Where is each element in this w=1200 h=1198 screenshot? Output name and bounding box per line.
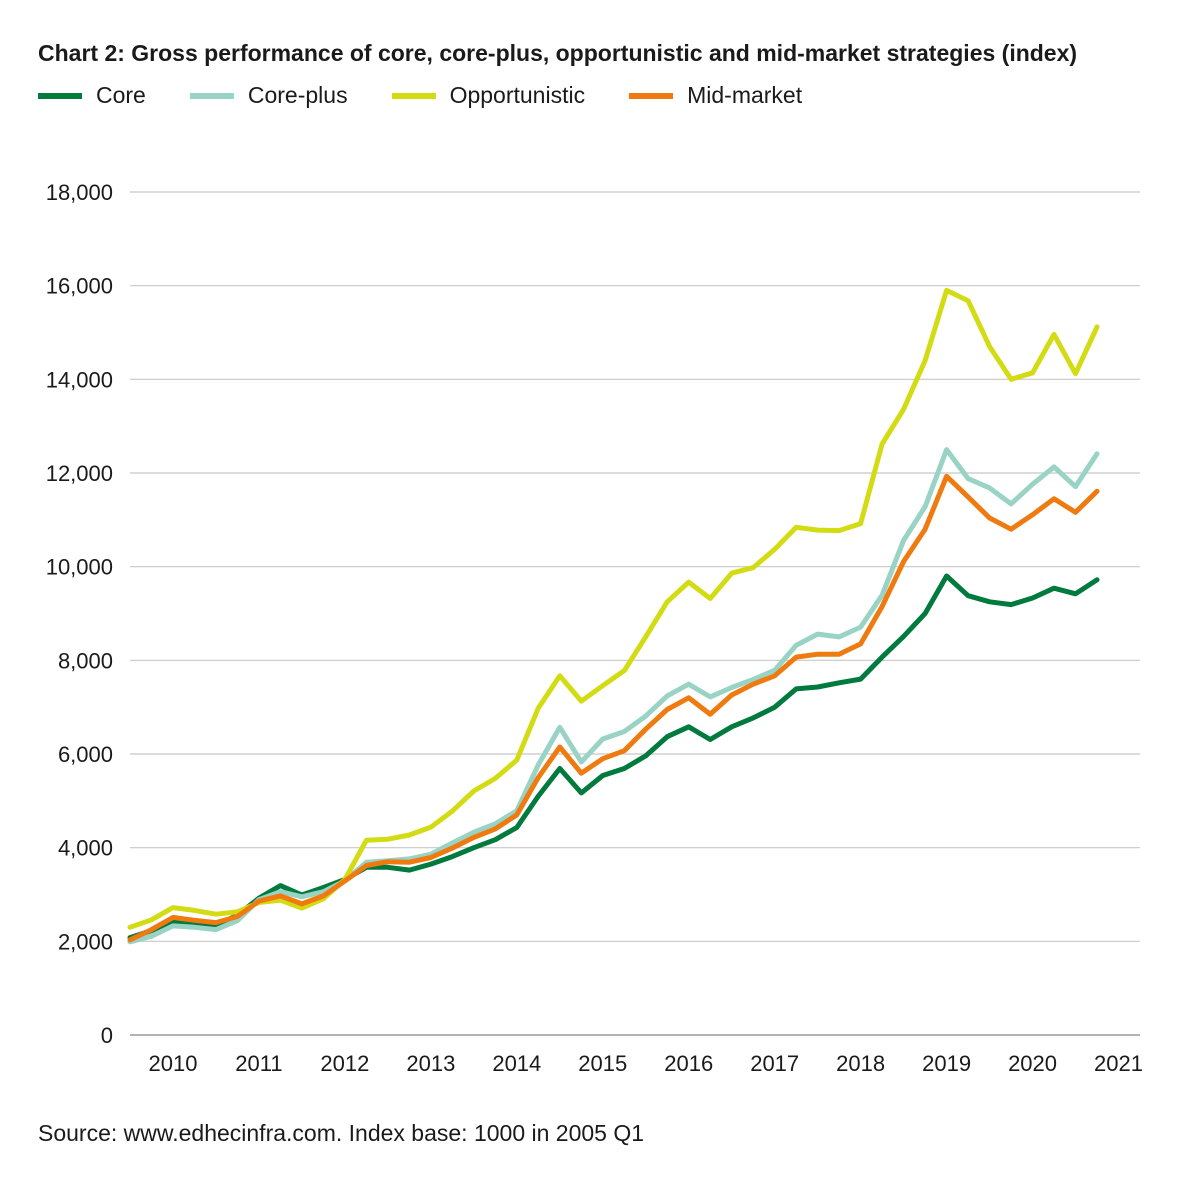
series-line-core (127, 573, 1100, 941)
series-line-mid-market (127, 473, 1100, 943)
x-tick-label-2012: 2012 (320, 1051, 369, 1076)
y-tick-label-16000: 16,000 (46, 274, 113, 299)
x-tick-label-2010: 2010 (149, 1051, 198, 1076)
x-tick-label-2013: 2013 (406, 1051, 455, 1076)
y-tick-label-18000: 18,000 (46, 180, 113, 205)
line-chart: 0 2,000 4,000 6,000 8,000 10,000 12,000 14,000 1… (46, 180, 1143, 1076)
legend-swatch-core-plus (189, 92, 234, 99)
y-tick-label-10000: 10,000 (46, 555, 113, 580)
legend-item-mid-market: Mid-market (629, 82, 802, 109)
x-tick-label-2020: 2020 (1008, 1051, 1057, 1076)
legend-label-core: Core (96, 82, 146, 108)
x-tick-label-2018: 2018 (836, 1051, 885, 1076)
legend-swatch-core (38, 92, 82, 99)
legend-label-core-plus: Core-plus (247, 82, 348, 108)
y-tick-label-6000: 6,000 (58, 742, 113, 767)
series-line-core-plus (127, 447, 1100, 945)
x-tick-label-2014: 2014 (492, 1051, 541, 1076)
x-tick-label-2019: 2019 (922, 1051, 971, 1076)
legend-item-core: Core (38, 82, 146, 109)
legend-swatch-opportunistic (391, 92, 436, 99)
x-tick-label-2021: 2021 (1094, 1051, 1143, 1076)
y-tick-label-8000: 8,000 (58, 648, 113, 673)
x-tick-label-2011: 2011 (235, 1051, 282, 1076)
y-tick-label-2000: 2,000 (58, 929, 113, 954)
chart-title: Chart 2: Gross performance of core, core… (38, 40, 1078, 66)
x-tick-label-2016: 2016 (664, 1051, 713, 1076)
y-tick-label-14000: 14,000 (46, 367, 113, 392)
x-tick-label-2015: 2015 (578, 1051, 627, 1076)
y-tick-label-4000: 4,000 (58, 836, 113, 861)
legend-swatch-mid-market (629, 92, 674, 99)
x-tick-label-2017: 2017 (750, 1051, 799, 1076)
series-line-opportunistic (127, 287, 1100, 930)
y-tick-label-12000: 12,000 (46, 461, 113, 486)
legend-item-opportunistic: Opportunistic (391, 82, 586, 109)
legend-label-mid-market: Mid-market (687, 82, 803, 108)
chart-legend: Core Core-plus Opportunistic Mid-market (38, 82, 846, 109)
source-note: Source: www.edhecinfra.com. Index base: … (38, 1120, 645, 1146)
legend-item-core-plus: Core-plus (189, 82, 348, 109)
y-tick-label-0: 0 (101, 1023, 113, 1048)
legend-label-opportunistic: Opportunistic (449, 82, 586, 108)
